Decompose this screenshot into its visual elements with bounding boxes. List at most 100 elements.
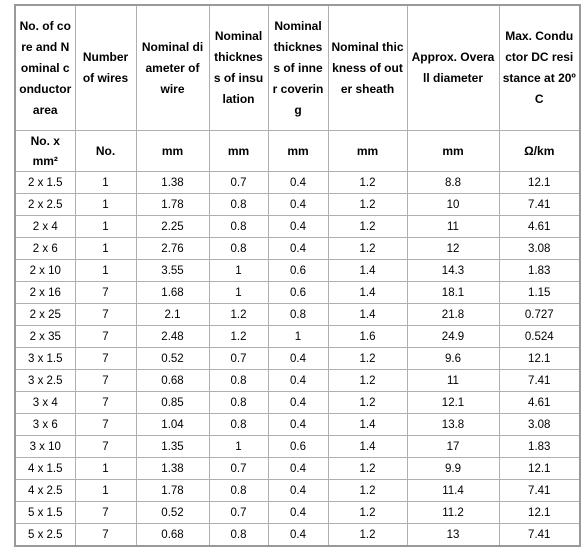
- table-cell: 0.68: [135, 523, 210, 547]
- table-cell: 0.8: [208, 523, 269, 547]
- table-cell: 1: [267, 325, 329, 348]
- table-cell: mm: [208, 130, 269, 172]
- data-row: 4 x 2.5 1 1.78 0.8 0.4 1.2 11.4 7.41: [14, 479, 581, 502]
- table-cell: 0.7: [208, 457, 269, 480]
- table-cell: 3 x 10: [14, 435, 76, 458]
- table-cell: 4 x 1.5: [14, 457, 76, 480]
- table-cell: mm: [327, 130, 408, 172]
- table-cell: 1.2: [327, 501, 408, 524]
- table-cell: 0.4: [267, 479, 329, 502]
- table-cell: 1.4: [327, 435, 408, 458]
- table-cell: 3 x 2.5: [14, 369, 76, 392]
- table-cell: 1.4: [327, 259, 408, 282]
- table-cell: 0.52: [135, 347, 210, 370]
- table-cell: 1.2: [327, 215, 408, 238]
- table-cell: 1.68: [135, 281, 210, 304]
- table-cell: 2 x 2.5: [14, 193, 76, 216]
- table-cell: 10: [406, 193, 500, 216]
- data-row: 3 x 6 7 1.04 0.8 0.4 1.4 13.8 3.08: [14, 413, 581, 436]
- table-cell: 1: [74, 193, 137, 216]
- table-cell: 1.35: [135, 435, 210, 458]
- table-cell: 1.2: [327, 347, 408, 370]
- table-cell: 1: [74, 215, 137, 238]
- table-cell: Max. Conductor DC resistance at 20ºC: [498, 4, 581, 131]
- table-cell: 9.9: [406, 457, 500, 480]
- table-cell: 7: [74, 391, 137, 414]
- table-cell: 0.4: [267, 369, 329, 392]
- table-cell: 1.2: [208, 325, 269, 348]
- data-row: 2 x 16 7 1.68 1 0.6 1.4 18.1 1.15: [14, 281, 581, 304]
- table-cell: 2 x 16: [14, 281, 76, 304]
- table-cell: Nominal thickness of inner covering: [267, 4, 329, 131]
- table-cell: 7.41: [498, 369, 581, 392]
- table-cell: 0.4: [267, 171, 329, 194]
- table-cell: Nominal thickness of insulation: [208, 4, 269, 131]
- table-cell: 7: [74, 501, 137, 524]
- table-cell: 21.8: [406, 303, 500, 326]
- table-cell: 1.6: [327, 325, 408, 348]
- table-cell: 4 x 2.5: [14, 479, 76, 502]
- table-cell: 1.78: [135, 479, 210, 502]
- table-cell: 0.8: [208, 237, 269, 260]
- table-cell: 13: [406, 523, 500, 547]
- table-cell: Nominal diameter of wire: [135, 4, 210, 131]
- table-cell: 1: [208, 281, 269, 304]
- table-cell: 11.2: [406, 501, 500, 524]
- table-cell: 12.1: [498, 347, 581, 370]
- table-cell: 0.524: [498, 325, 581, 348]
- table-cell: 12.1: [498, 171, 581, 194]
- table-cell: 24.9: [406, 325, 500, 348]
- table-cell: 11: [406, 369, 500, 392]
- table-cell: 1.2: [327, 523, 408, 547]
- table-cell: 3.08: [498, 237, 581, 260]
- data-row: 2 x 6 1 2.76 0.8 0.4 1.2 12 3.08: [14, 237, 581, 260]
- table-cell: 18.1: [406, 281, 500, 304]
- table-cell: 1.04: [135, 413, 210, 436]
- table-cell: 0.52: [135, 501, 210, 524]
- table-cell: 11.4: [406, 479, 500, 502]
- table-cell: 0.6: [267, 281, 329, 304]
- data-row: 2 x 10 1 3.55 1 0.6 1.4 14.3 1.83: [14, 259, 581, 282]
- table-cell: 7: [74, 281, 137, 304]
- table-cell: 4.61: [498, 215, 581, 238]
- table-cell: 2.25: [135, 215, 210, 238]
- table-cell: 3 x 6: [14, 413, 76, 436]
- table-cell: mm: [135, 130, 210, 172]
- data-row: 2 x 25 7 2.1 1.2 0.8 1.4 21.8 0.727: [14, 303, 581, 326]
- table-cell: 0.4: [267, 391, 329, 414]
- table-cell: 3 x 4: [14, 391, 76, 414]
- table-cell: 12.1: [498, 501, 581, 524]
- table-cell: 12.1: [498, 457, 581, 480]
- table-cell: 1.2: [327, 193, 408, 216]
- table-cell: 0.7: [208, 501, 269, 524]
- table-cell: 1.2: [327, 457, 408, 480]
- table-cell: 0.8: [208, 479, 269, 502]
- table-cell: 0.4: [267, 413, 329, 436]
- table-cell: 0.68: [135, 369, 210, 392]
- table-cell: 0.4: [267, 193, 329, 216]
- table-cell: Approx. Overall diameter: [406, 4, 500, 131]
- table-cell: 11: [406, 215, 500, 238]
- table-cell: 1.2: [327, 391, 408, 414]
- table-body: No. of core and Nominal conductor area Nu…: [14, 4, 581, 547]
- table-cell: 1.4: [327, 413, 408, 436]
- table-cell: 1: [208, 435, 269, 458]
- table-cell: Ω/km: [498, 130, 581, 172]
- table-cell: 7: [74, 303, 137, 326]
- header-row: No. of core and Nominal conductor area Nu…: [14, 4, 581, 131]
- table-cell: 2 x 35: [14, 325, 76, 348]
- table-cell: No.: [74, 130, 137, 172]
- table-cell: 1.83: [498, 435, 581, 458]
- data-row: 3 x 1.5 7 0.52 0.7 0.4 1.2 9.6 12.1: [14, 347, 581, 370]
- table-cell: 0.4: [267, 237, 329, 260]
- table-cell: 1.2: [208, 303, 269, 326]
- table-cell: 0.8: [267, 303, 329, 326]
- table-cell: 7: [74, 435, 137, 458]
- table-cell: 2 x 1.5: [14, 171, 76, 194]
- table-cell: 1.38: [135, 171, 210, 194]
- table-cell: 7.41: [498, 193, 581, 216]
- table-cell: 0.8: [208, 369, 269, 392]
- table-cell: 7: [74, 369, 137, 392]
- table-cell: 0.8: [208, 391, 269, 414]
- table-cell: 0.727: [498, 303, 581, 326]
